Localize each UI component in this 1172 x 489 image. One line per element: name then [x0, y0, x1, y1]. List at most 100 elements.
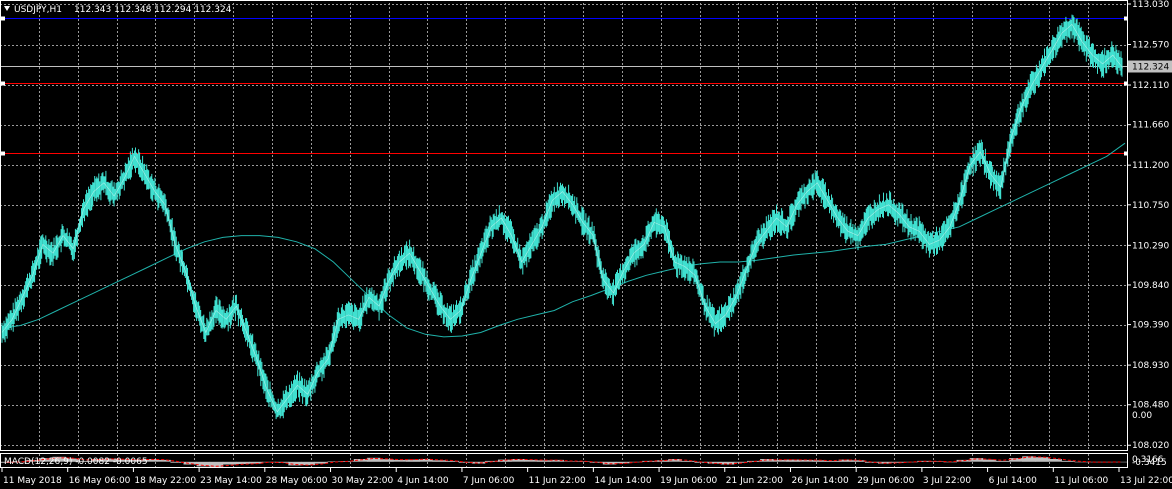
- price-panel-border: [0, 0, 1128, 451]
- macd-bar: [432, 460, 446, 462]
- price-bars: [1, 14, 1123, 420]
- price-tick-label: 108.480: [1132, 401, 1169, 411]
- price-series: [1, 14, 1124, 420]
- macd-bar: [563, 461, 577, 462]
- macd-tick-label: 0.3166: [1132, 455, 1164, 465]
- time-tick-label: 23 May 14:00: [200, 476, 262, 486]
- level-handle-left[interactable]: [1, 16, 5, 21]
- time-tick-label: 6 Jul 14:00: [989, 476, 1038, 486]
- macd-bar: [615, 461, 630, 464]
- macd-bar: [222, 461, 237, 465]
- level-handle-left[interactable]: [1, 81, 5, 86]
- time-tick-label: 18 May 22:00: [134, 476, 196, 486]
- time-tick-label: 19 Jun 06:00: [660, 476, 717, 486]
- macd-bar: [668, 459, 682, 462]
- macd-bar: [13, 461, 27, 463]
- macd-bar: [406, 459, 420, 462]
- macd-bar: [498, 459, 512, 462]
- macd-signal: [6, 456, 1121, 467]
- macd-histogram: [0, 456, 1128, 467]
- price-tick-label: 111.200: [1132, 161, 1169, 171]
- horizontal-levels[interactable]: [0, 16, 1128, 156]
- macd-bar: [301, 461, 315, 466]
- time-tick-label: 3 Jul 22:00: [923, 476, 972, 486]
- macd-label: MACD(12,26,9) -0.0082 -0.0065: [4, 457, 148, 467]
- price-tick-label: 112.570: [1132, 41, 1169, 51]
- macd-bar: [235, 461, 250, 464]
- time-tick-label: 11 Jun 22:00: [529, 476, 586, 486]
- time-tick-label: 26 Jun 14:00: [792, 476, 849, 486]
- macd-bar: [183, 461, 197, 465]
- price-tick-label: 108.020: [1132, 441, 1169, 451]
- macd-bar: [65, 458, 79, 462]
- macd-bar: [602, 461, 617, 465]
- macd-bar: [104, 458, 119, 462]
- price-tick-label: 110.290: [1132, 241, 1169, 251]
- macd-bar: [747, 460, 761, 462]
- price-tick-label: 109.390: [1132, 321, 1169, 331]
- chart-header: USDJPY,H1 112.343 112.348 112.294 112.32…: [4, 5, 232, 467]
- level-handle-right[interactable]: [1124, 151, 1128, 156]
- symbol-label: USDJPY,H1: [14, 5, 62, 15]
- chart-frame: [0, 0, 1128, 468]
- macd-bar: [327, 461, 342, 462]
- moving-average: [1, 142, 1126, 338]
- macd-bar: [39, 458, 53, 462]
- macd-bar: [1100, 461, 1115, 463]
- level-handle-right[interactable]: [1124, 81, 1128, 86]
- macd-bar: [681, 460, 695, 462]
- time-tick-label: 13 Jul 22:00: [1120, 476, 1172, 486]
- macd-bar: [851, 460, 866, 462]
- macd-bar: [760, 459, 774, 462]
- current-price-tag: 112.324: [1128, 60, 1172, 73]
- macd-bar: [864, 461, 879, 463]
- time-tick-label: 7 Jun 06:00: [463, 476, 515, 486]
- macd-bar: [1022, 456, 1036, 462]
- time-tick-label: 14 Jun 14:00: [594, 476, 651, 486]
- time-tick-label: 11 May 2018: [3, 476, 62, 486]
- macd-tick-label: -0.3415: [1132, 458, 1167, 468]
- macd-bar: [380, 459, 394, 462]
- collapse-triangle-icon[interactable]: [4, 6, 10, 11]
- macd-bar: [144, 459, 158, 462]
- macd-bar: [1009, 458, 1023, 462]
- macd-bar: [733, 461, 748, 463]
- macd-bar: [393, 459, 407, 462]
- macd-bar: [91, 459, 106, 462]
- macd-bar: [1113, 461, 1128, 463]
- price-tick-label: 111.660: [1132, 121, 1169, 131]
- macd-bar: [196, 461, 211, 467]
- price-tick-label: 109.840: [1132, 281, 1169, 291]
- time-tick-label: 29 Jun 06:00: [857, 476, 914, 486]
- ohlc-values: 112.343 112.348 112.294 112.324: [74, 5, 232, 15]
- macd-bar: [642, 460, 656, 462]
- macd-bar: [982, 459, 997, 462]
- macd-bar: [209, 461, 224, 467]
- time-tick-label: 30 May 22:00: [332, 476, 394, 486]
- macd-bar: [511, 459, 525, 462]
- time-tick-label: 11 Jul 06:00: [1054, 476, 1108, 486]
- price-tick-label: 110.750: [1132, 201, 1169, 211]
- macd-bar: [812, 460, 826, 462]
- macd-bar: [825, 460, 840, 462]
- macd-bar: [930, 461, 944, 462]
- level-handle-left[interactable]: [1, 151, 5, 156]
- macd-bar: [799, 459, 813, 462]
- macd-bar: [969, 458, 984, 462]
- macd-bar: [1035, 457, 1049, 462]
- macd-panel-border: [0, 453, 1128, 468]
- macd-bar: [471, 461, 486, 464]
- macd-bar: [550, 459, 564, 462]
- macd-bar: [249, 461, 263, 464]
- price-tick-label: 112.110: [1132, 81, 1169, 91]
- price-tick-label: 113.030: [1132, 0, 1169, 10]
- macd-bar: [576, 461, 591, 462]
- time-tick-label: 16 May 06:00: [69, 476, 131, 486]
- macd-bar: [131, 459, 145, 462]
- time-tick-label: 21 Jun 22:00: [726, 476, 783, 486]
- level-handle-right[interactable]: [1124, 16, 1128, 21]
- macd-bar: [157, 459, 171, 462]
- macd-bar: [117, 459, 132, 462]
